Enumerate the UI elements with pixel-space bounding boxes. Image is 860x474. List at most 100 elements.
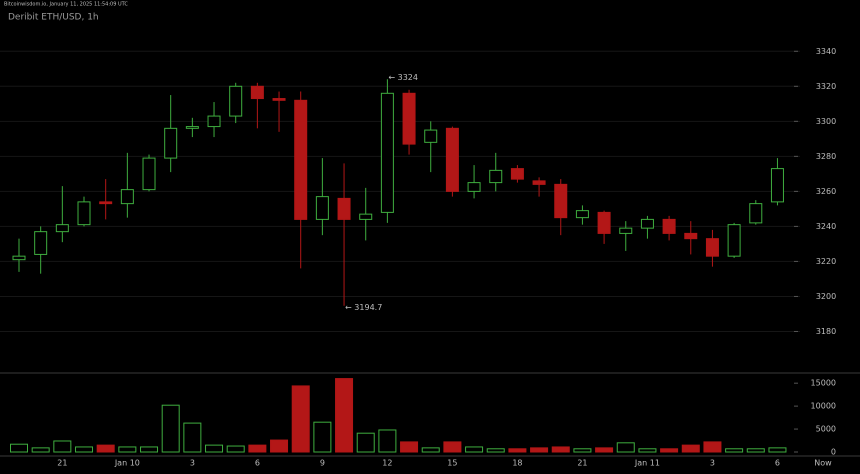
- volume-bar: [270, 439, 289, 453]
- volume-bar: [681, 444, 700, 453]
- volume-bar: [443, 441, 462, 453]
- x-tick-label: Jan 10: [114, 459, 140, 468]
- candle-body: [770, 168, 784, 203]
- volume-bar: [486, 448, 505, 453]
- candle-body: [380, 92, 394, 213]
- volume-bar: [703, 441, 722, 453]
- candle-body: [662, 218, 676, 234]
- volume-bar: [421, 447, 440, 453]
- y-tick-label: 10000: [811, 402, 836, 411]
- candle-body: [510, 168, 524, 180]
- x-tick-label: 3: [710, 459, 715, 468]
- x-tick-label: 6: [775, 459, 780, 468]
- candle-body: [142, 157, 156, 191]
- candle-body: [315, 196, 329, 220]
- y-tick-label: 5000: [816, 425, 836, 434]
- candle-body: [424, 129, 438, 143]
- low-annotation: ← 3194.7: [345, 303, 382, 312]
- y-tick-label: 3200: [816, 292, 836, 301]
- volume-bar: [96, 444, 115, 453]
- volume-bar: [595, 447, 614, 453]
- volume-bar: [638, 448, 657, 453]
- candle-body: [489, 169, 503, 184]
- volume-bar: [291, 385, 310, 453]
- candle-body: [597, 211, 611, 234]
- volume-bar: [75, 446, 94, 453]
- volume-bar: [725, 448, 744, 453]
- y-tick-label: 15000: [811, 379, 836, 388]
- x-tick-label: 9: [320, 459, 325, 468]
- candle-body: [272, 98, 286, 101]
- candle-body: [445, 127, 459, 192]
- volume-bar: [356, 432, 375, 453]
- x-tick-label: 12: [382, 459, 392, 468]
- volume-bar: [465, 446, 484, 453]
- volume-bar: [335, 378, 354, 453]
- candle-body: [55, 224, 69, 233]
- volume-bar: [573, 448, 592, 453]
- candle-body: [12, 255, 26, 261]
- y-tick-label: 3320: [816, 82, 836, 91]
- candle-body: [77, 201, 91, 226]
- x-tick-label: 3: [190, 459, 195, 468]
- volume-bar: [746, 448, 765, 453]
- volume-bar: [508, 448, 527, 453]
- x-tick-label: 21: [577, 459, 587, 468]
- x-now-label: Now: [814, 459, 832, 468]
- candle-body: [532, 180, 546, 185]
- candle-body: [402, 92, 416, 145]
- source-stamp: Bitcoinwisdom.io, January 11, 2025 11:54…: [4, 2, 128, 8]
- volume-bar: [10, 443, 28, 453]
- x-tick-label: 18: [512, 459, 522, 468]
- y-tick-label: 3280: [816, 152, 836, 161]
- candle-body: [575, 210, 589, 219]
- volume-bar: [768, 447, 787, 453]
- x-tick-label: 15: [447, 459, 457, 468]
- volume-bar: [378, 429, 397, 453]
- chart-title: Deribit ETH/USD, 1h: [8, 13, 99, 23]
- y-tick-label: 3300: [816, 117, 836, 126]
- candle-body: [99, 201, 113, 205]
- volume-bar: [530, 447, 549, 453]
- volume-bar: [551, 446, 570, 453]
- candle-body: [727, 224, 741, 257]
- volume-bar: [118, 446, 137, 453]
- candle-body: [684, 232, 698, 240]
- volume-bar: [313, 421, 332, 453]
- candle-body: [120, 189, 134, 205]
- y-tick-label: 3180: [816, 327, 836, 336]
- high-annotation: ← 3324: [388, 73, 418, 82]
- candle-body: [34, 231, 48, 255]
- candle-body: [207, 115, 221, 128]
- y-tick-label: 0: [831, 448, 836, 457]
- volume-bar: [205, 444, 224, 453]
- candle-body: [337, 197, 351, 220]
- candle-body: [229, 85, 243, 117]
- volume-bar: [616, 442, 635, 453]
- candle-body: [749, 203, 763, 224]
- candle-body: [467, 182, 481, 192]
- y-tick-label: 3340: [816, 47, 836, 56]
- candle-body: [705, 238, 719, 257]
- candle-body: [640, 218, 654, 229]
- volume-bar: [226, 445, 245, 453]
- candle-body: [554, 183, 568, 219]
- volume-bar: [248, 444, 267, 453]
- candle-body: [164, 127, 178, 159]
- candle-body: [619, 227, 633, 234]
- candle-body: [185, 126, 199, 129]
- volume-bar: [31, 447, 50, 453]
- volume-bar: [161, 404, 180, 453]
- candle-body: [250, 85, 264, 100]
- volume-bar: [140, 446, 159, 453]
- volume-bar: [183, 422, 202, 453]
- y-tick-label: 3240: [816, 222, 836, 231]
- x-tick-label: 6: [255, 459, 260, 468]
- candle-body: [359, 213, 373, 220]
- volume-bar: [53, 440, 72, 453]
- x-tick-label: 21: [57, 459, 67, 468]
- volume-bar: [400, 441, 419, 453]
- y-tick-label: 3220: [816, 257, 836, 266]
